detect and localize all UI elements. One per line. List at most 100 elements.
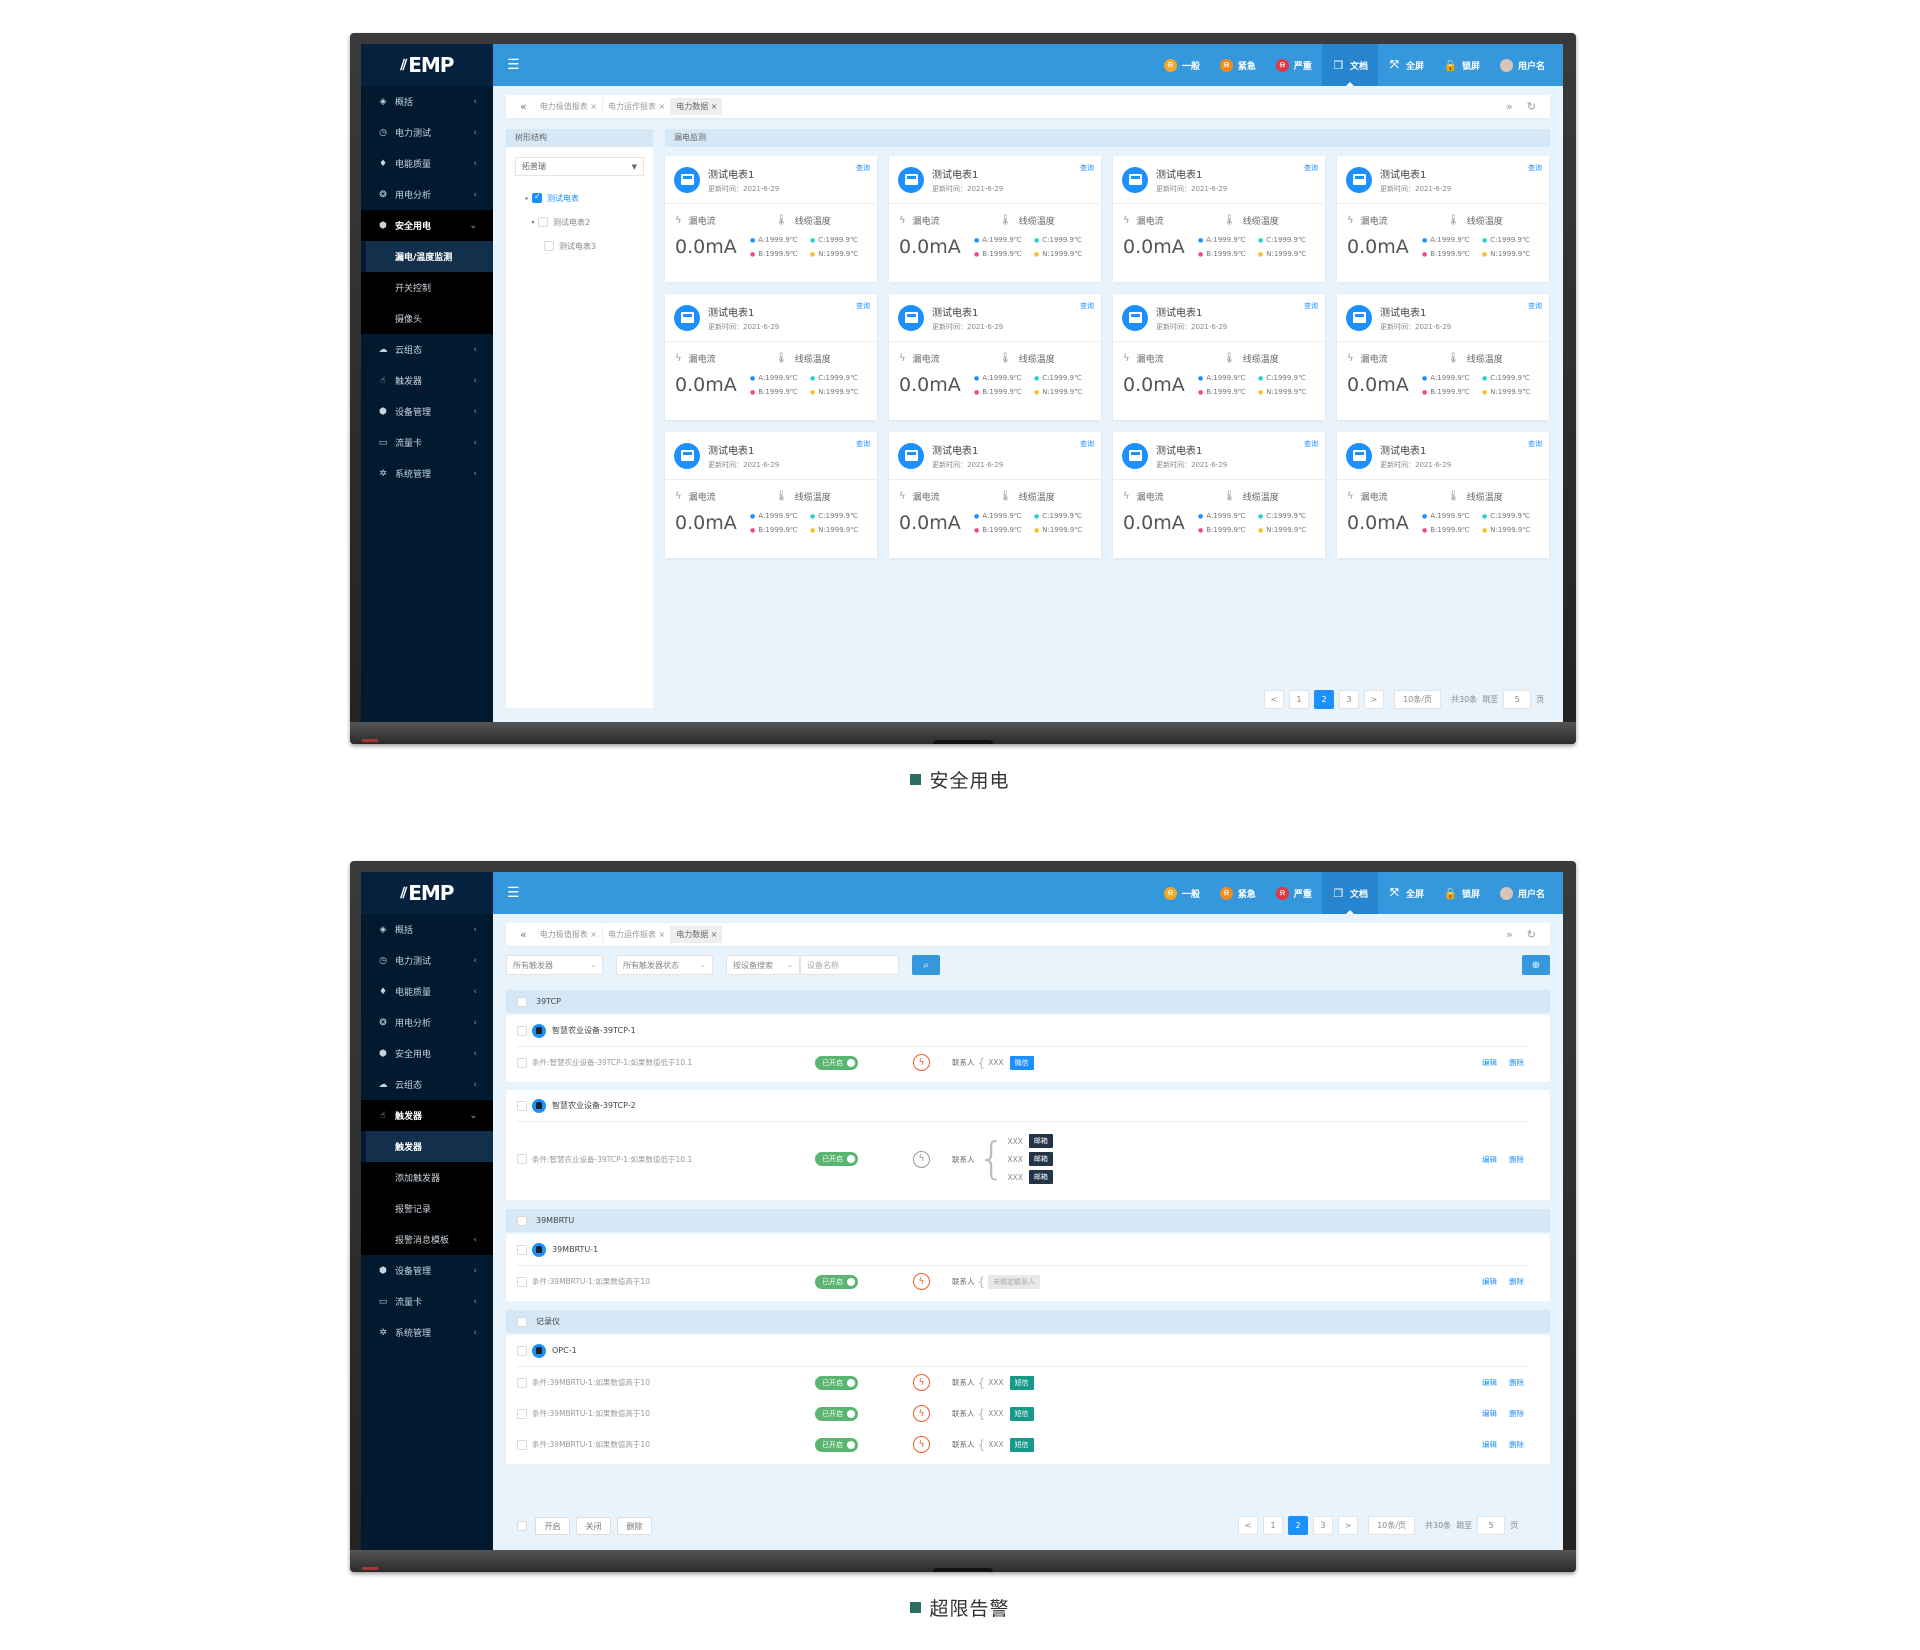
edit-link[interactable]: 编辑: [1482, 1409, 1497, 1418]
tree-node[interactable]: ▾ 测试电表2: [506, 210, 653, 234]
sidebar-item[interactable]: ✲ 系统管理 ‹: [361, 458, 493, 489]
sidebar-item[interactable]: 摄像头: [361, 303, 493, 334]
delete-link[interactable]: 删除: [1509, 1440, 1524, 1449]
status-toggle[interactable]: 已开启: [815, 1274, 858, 1289]
query-link[interactable]: 查询: [1080, 164, 1094, 172]
sidebar-item[interactable]: ⬢ 设备管理 ‹: [361, 1255, 493, 1286]
query-link[interactable]: 查询: [1304, 440, 1318, 448]
page-button[interactable]: 1: [1263, 1516, 1283, 1535]
sidebar-item[interactable]: ⬢ 安全用电 ‹: [361, 1038, 493, 1069]
status-toggle[interactable]: 已开启: [815, 1152, 858, 1166]
rule-checkbox[interactable]: [517, 1439, 527, 1450]
query-link[interactable]: 查询: [1080, 302, 1094, 310]
trigger-status-select[interactable]: 所有触发器状态 ⌄: [616, 955, 713, 975]
sidebar-item[interactable]: ▭ 流量卡 ‹: [361, 1286, 493, 1317]
edit-link[interactable]: 编辑: [1482, 1154, 1497, 1164]
header-item-fullscreen[interactable]: ⤧ 全屏: [1378, 872, 1434, 914]
device-checkbox[interactable]: [517, 1025, 527, 1036]
trigger-filter-select[interactable]: 所有触发器 ⌄: [506, 955, 603, 975]
tree-node-checkbox[interactable]: [532, 192, 542, 203]
device-checkbox[interactable]: [517, 1100, 527, 1111]
rule-checkbox[interactable]: [517, 1057, 527, 1068]
tab[interactable]: 电力运作报表 ×: [603, 926, 672, 943]
device-checkbox[interactable]: [517, 1345, 527, 1356]
sidebar-item[interactable]: 添加触发器: [361, 1162, 493, 1193]
device-name-input[interactable]: 设备名称: [800, 955, 899, 975]
caret-down-icon[interactable]: ▾: [531, 218, 535, 226]
group-checkbox[interactable]: [517, 1316, 527, 1327]
scroll-left-icon[interactable]: «: [520, 928, 527, 941]
rule-checkbox[interactable]: [517, 1276, 527, 1287]
tree-node[interactable]: ▸ 测试电表: [506, 186, 653, 210]
tab[interactable]: 电力极值报表 ×: [535, 926, 603, 943]
header-item-lock[interactable]: 🔒 锁屏: [1434, 44, 1490, 86]
goto-page-input[interactable]: 5: [1503, 690, 1532, 709]
disable-button[interactable]: 关闭: [576, 1517, 611, 1535]
sidebar-item[interactable]: ✲ 系统管理 ‹: [361, 1317, 493, 1348]
sidebar-item[interactable]: ❂ 用电分析 ‹: [361, 179, 493, 210]
device-checkbox[interactable]: [517, 1244, 527, 1255]
group-checkbox[interactable]: [517, 996, 527, 1007]
header-item-bell[interactable]: ⍾ 紧急: [1210, 44, 1266, 86]
sidebar-item[interactable]: ▭ 流量卡 ‹: [361, 427, 493, 458]
scroll-right-icon[interactable]: »: [1506, 100, 1513, 113]
tab[interactable]: 电力运作报表 ×: [603, 98, 672, 115]
delete-link[interactable]: 删除: [1509, 1277, 1524, 1286]
tab[interactable]: 电力数据 ×: [671, 926, 723, 943]
hamburger-icon[interactable]: ☰: [507, 57, 520, 73]
query-link[interactable]: 查询: [856, 440, 870, 448]
select-all-checkbox[interactable]: [517, 1521, 527, 1531]
sidebar-item[interactable]: ⬢ 安全用电 ⌄: [361, 210, 493, 241]
query-link[interactable]: 查询: [1304, 164, 1318, 172]
rule-checkbox[interactable]: [517, 1154, 527, 1164]
tree-node-checkbox[interactable]: [544, 241, 554, 251]
page-size-select[interactable]: 10条/页: [1368, 1516, 1415, 1535]
sidebar-item[interactable]: ◈ 概括 ‹: [361, 86, 493, 117]
query-link[interactable]: 查询: [1528, 302, 1542, 310]
prev-page-button[interactable]: <: [1264, 690, 1284, 709]
hamburger-icon[interactable]: ☰: [507, 885, 520, 901]
page-button[interactable]: 3: [1339, 690, 1359, 709]
header-item-bell[interactable]: ⍾ 一般: [1154, 44, 1210, 86]
edit-link[interactable]: 编辑: [1482, 1378, 1497, 1387]
search-by-select[interactable]: 按设备搜索 ⌄: [726, 955, 800, 975]
refresh-icon[interactable]: ↻: [1526, 928, 1536, 941]
next-page-button[interactable]: >: [1364, 690, 1384, 709]
sidebar-item[interactable]: ⬢ 设备管理 ‹: [361, 396, 493, 427]
rule-checkbox[interactable]: [517, 1377, 527, 1388]
status-toggle[interactable]: 已开启: [815, 1406, 858, 1421]
query-link[interactable]: 查询: [1528, 440, 1542, 448]
delete-link[interactable]: 删除: [1509, 1409, 1524, 1418]
sidebar-item[interactable]: 触发器: [366, 1131, 493, 1162]
tree-node[interactable]: 测试电表3: [506, 234, 653, 258]
header-item-document[interactable]: ❐ 文档: [1321, 44, 1378, 86]
edit-link[interactable]: 编辑: [1482, 1058, 1497, 1067]
tree-source-select[interactable]: 拓普瑞 ▼: [515, 157, 644, 176]
group-checkbox[interactable]: [517, 1215, 527, 1226]
query-link[interactable]: 查询: [1080, 440, 1094, 448]
sidebar-item[interactable]: 开关控制: [361, 272, 493, 303]
tree-node-checkbox[interactable]: [538, 217, 548, 227]
add-trigger-button[interactable]: ⊕: [1522, 955, 1550, 975]
goto-page-input[interactable]: 5: [1477, 1516, 1506, 1535]
delete-link[interactable]: 删除: [1509, 1154, 1524, 1164]
sidebar-item[interactable]: ◈ 概括 ‹: [361, 914, 493, 945]
header-item-bell[interactable]: ⍾ 严重: [1266, 872, 1322, 914]
tab[interactable]: 电力数据 ×: [671, 98, 723, 115]
header-item-avatar[interactable]: 用户名: [1490, 44, 1555, 86]
sidebar-item[interactable]: ♦ 电能质量 ‹: [361, 976, 493, 1007]
header-item-avatar[interactable]: 用户名: [1490, 872, 1555, 914]
sidebar-item[interactable]: ◷ 电力测试 ‹: [361, 117, 493, 148]
header-item-fullscreen[interactable]: ⤧ 全屏: [1378, 44, 1434, 86]
sidebar-item[interactable]: ☝ 触发器 ‹: [361, 365, 493, 396]
sidebar-item[interactable]: 漏电/温度监测: [366, 241, 493, 272]
refresh-icon[interactable]: ↻: [1526, 100, 1536, 113]
sidebar-item[interactable]: ♦ 电能质量 ‹: [361, 148, 493, 179]
edit-link[interactable]: 编辑: [1482, 1440, 1497, 1449]
sidebar-item[interactable]: ☁ 云组态 ‹: [361, 334, 493, 365]
query-link[interactable]: 查询: [1304, 302, 1318, 310]
page-button[interactable]: 3: [1313, 1516, 1333, 1535]
query-link[interactable]: 查询: [1528, 164, 1542, 172]
delete-button[interactable]: 删除: [617, 1517, 652, 1535]
delete-link[interactable]: 删除: [1509, 1378, 1524, 1387]
